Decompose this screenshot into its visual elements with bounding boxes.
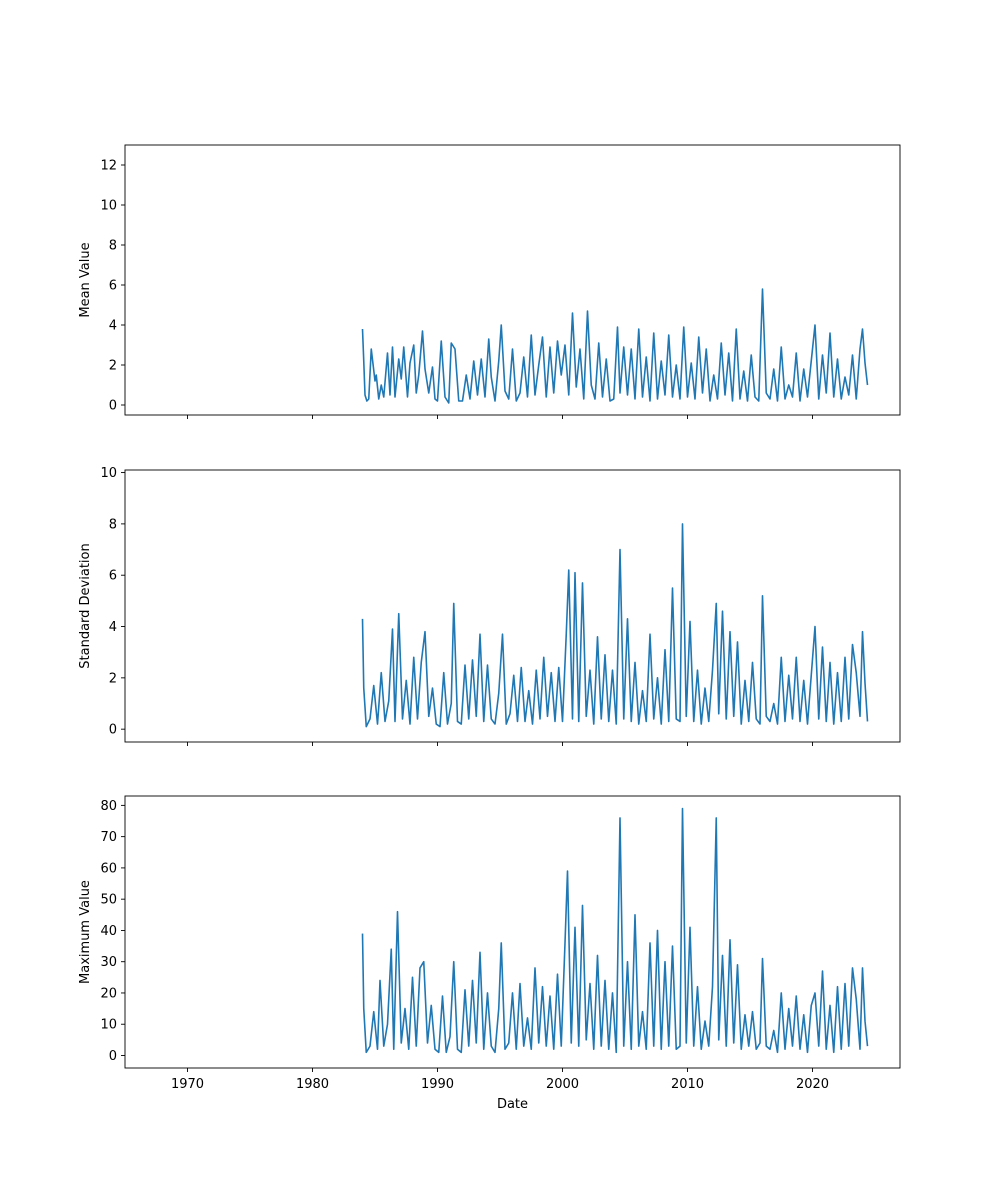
x-tick-label: 2000 xyxy=(546,1077,579,1092)
y-tick-label: 10 xyxy=(100,466,117,481)
y-tick-label: 8 xyxy=(109,239,117,254)
y-axis-title: Maximum Value xyxy=(78,880,93,984)
y-tick-label: 10 xyxy=(100,199,117,214)
subplot-3: 0 10 20 30 40 50 60 70 80 1970 1980 1990 2000 2010 202… xyxy=(78,795,901,1112)
subplot-1: 0 2 4 6 8 10 12 Mean Value xyxy=(78,144,901,419)
y-tick-label: 20 xyxy=(100,986,117,1001)
y-tick-label: 4 xyxy=(109,319,117,334)
y-tick-label: 60 xyxy=(100,861,117,876)
y-axis-title: Mean Value xyxy=(78,242,93,317)
x-tick-label: 1980 xyxy=(296,1077,329,1092)
x-tick-label: 2010 xyxy=(671,1077,704,1092)
y-tick-label: 70 xyxy=(100,830,117,845)
series-line xyxy=(361,288,869,404)
y-tick-label: 12 xyxy=(100,159,117,174)
y-tick-label: 2 xyxy=(109,671,117,686)
axes-frame xyxy=(124,795,901,1069)
x-axis-title: Date xyxy=(497,1097,528,1112)
y-tick-label: 6 xyxy=(109,569,117,584)
y-tick-label: 30 xyxy=(100,955,117,970)
y-tick-label: 4 xyxy=(109,620,117,635)
y-tick-label: 40 xyxy=(100,924,117,939)
y-tick-label: 6 xyxy=(109,279,117,294)
axes-frame xyxy=(124,144,901,416)
x-tick-label: 2020 xyxy=(796,1077,829,1092)
y-tick-label: 10 xyxy=(100,1018,117,1033)
y-tick-label: 80 xyxy=(100,799,117,814)
y-tick-label: 0 xyxy=(109,399,117,414)
y-tick-label: 0 xyxy=(109,723,117,738)
x-tick-label: 1990 xyxy=(421,1077,454,1092)
y-axis-title: Standard Deviation xyxy=(78,543,93,668)
y-tick-label: 8 xyxy=(109,517,117,532)
x-tick-label: 1970 xyxy=(171,1077,204,1092)
y-tick-label: 0 xyxy=(109,1049,117,1064)
series-line xyxy=(361,807,869,1054)
subplot-2: 0 2 4 6 8 10 Standard Deviation xyxy=(78,466,901,746)
series-line xyxy=(361,523,869,728)
axes-frame xyxy=(124,469,901,743)
y-tick-label: 50 xyxy=(100,893,117,908)
y-tick-label: 2 xyxy=(109,359,117,374)
